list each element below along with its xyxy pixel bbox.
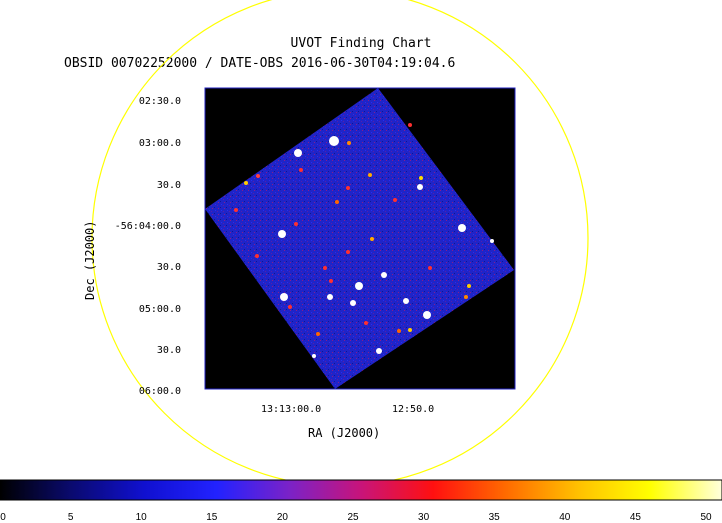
chart-title: UVOT Finding Chart (290, 36, 432, 51)
point-source (316, 332, 320, 336)
point-source (381, 272, 387, 278)
y-tick-label: 30.0 (156, 262, 181, 273)
y-tick-label: 30.0 (156, 345, 181, 356)
x-tick-label: 13:13:00.0 (261, 404, 322, 415)
point-source (467, 284, 471, 288)
colorbar-tick-label: 5 (67, 512, 74, 523)
y-tick-label: 03:00.0 (138, 138, 181, 149)
point-source (335, 200, 339, 204)
point-source (393, 198, 397, 202)
point-source (346, 250, 350, 254)
point-source (417, 184, 423, 190)
point-source (368, 173, 372, 177)
exposure-field (205, 88, 514, 389)
point-source (234, 208, 238, 212)
point-source (255, 254, 259, 258)
x-tick-label: 12:50.0 (392, 404, 435, 415)
point-source (323, 266, 327, 270)
point-source (370, 237, 374, 241)
colorbar-tick-label: 40 (559, 512, 571, 523)
point-source (376, 348, 382, 354)
point-source (329, 136, 339, 146)
chart-subtitle: OBSID 00702252000 / DATE-OBS 2016-06-30T… (64, 56, 456, 71)
point-source (327, 294, 333, 300)
point-source (364, 321, 368, 325)
colorbar-tick-label: 15 (206, 512, 218, 523)
point-source (419, 176, 423, 180)
point-source (294, 149, 302, 157)
colorbar-tick-label: 20 (276, 512, 288, 523)
point-source (403, 298, 409, 304)
colorbar-tick-label: 25 (347, 512, 359, 523)
y-tick-label: 06:00.0 (138, 386, 181, 397)
point-source (397, 329, 401, 333)
point-source (244, 181, 248, 185)
point-source (490, 239, 494, 243)
point-source (464, 295, 468, 299)
point-source (347, 141, 351, 145)
colorbar-tick-label: 30 (418, 512, 430, 523)
point-source (408, 123, 412, 127)
colorbar-tick-label: 0 (0, 512, 6, 523)
colorbar-tick-label: 50 (700, 512, 712, 523)
colorbar-tick-label: 45 (629, 512, 641, 523)
point-source (346, 186, 350, 190)
y-tick-label: 02:30.0 (138, 96, 181, 107)
point-source (408, 328, 412, 332)
y-tick-label: 30.0 (156, 180, 181, 191)
point-source (294, 222, 298, 226)
y-tick-label: 05:00.0 (138, 304, 181, 315)
point-source (278, 230, 286, 238)
colorbar-tick-label: 10 (135, 512, 147, 523)
point-source (355, 282, 363, 290)
point-source (299, 168, 303, 172)
point-source (256, 174, 260, 178)
point-source (423, 311, 431, 319)
point-source (428, 266, 432, 270)
colorbar-tick-label: 35 (488, 512, 500, 523)
point-source (280, 293, 288, 301)
point-source (329, 279, 333, 283)
point-source (350, 300, 356, 306)
point-source (458, 224, 466, 232)
y-axis-label: Dec (J2000) (83, 220, 97, 300)
point-source (312, 354, 316, 358)
colorbar (0, 479, 722, 501)
source-group (234, 123, 494, 358)
point-source (288, 305, 292, 309)
y-tick-label: -56:04:00.0 (114, 221, 181, 232)
x-axis-label: RA (J2000) (308, 426, 381, 440)
